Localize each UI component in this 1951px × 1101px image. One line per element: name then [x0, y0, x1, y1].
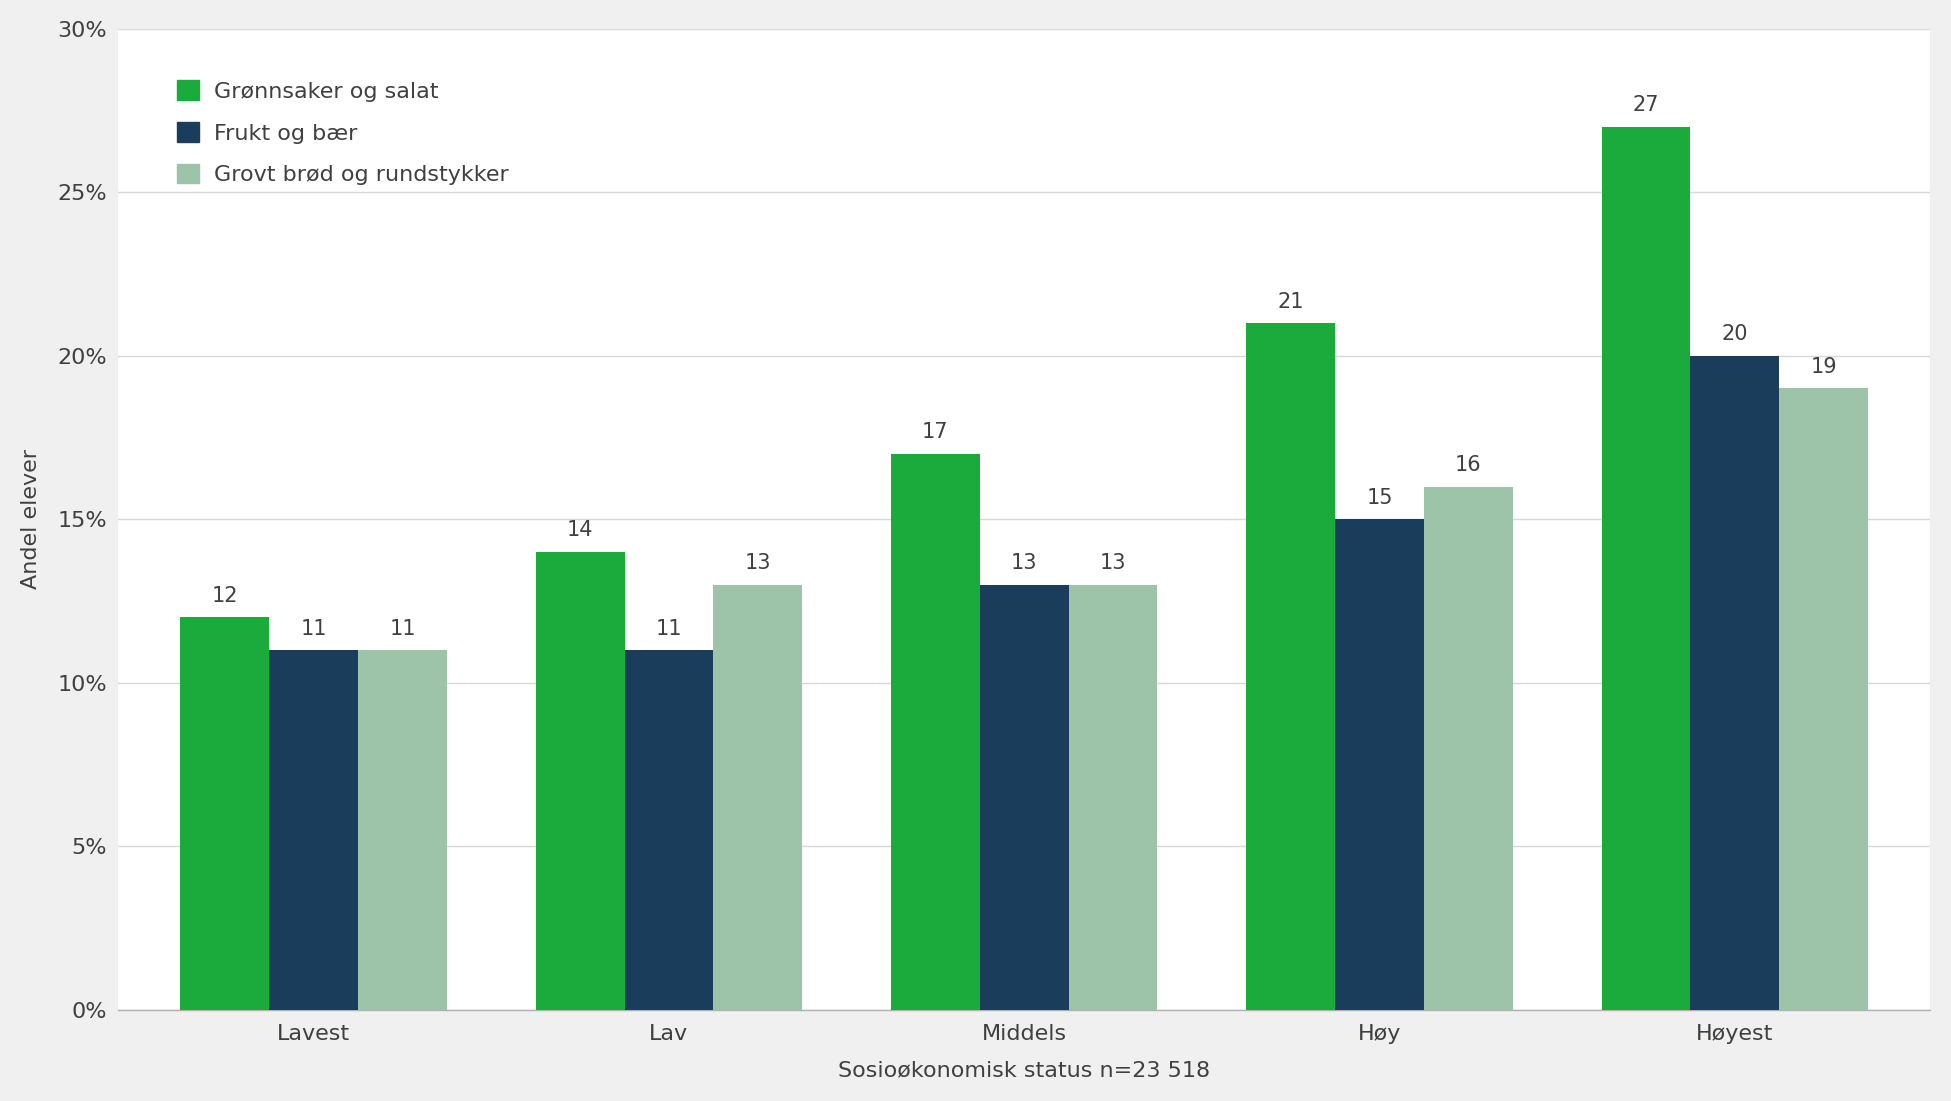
Text: 16: 16 [1455, 455, 1481, 476]
Y-axis label: Andel elever: Andel elever [21, 449, 41, 589]
Text: 13: 13 [745, 553, 771, 574]
Bar [1069, 585, 1157, 1010]
Text: 11: 11 [388, 619, 416, 639]
Bar [359, 650, 447, 1010]
Text: 11: 11 [300, 619, 328, 639]
Text: 13: 13 [1100, 553, 1126, 574]
Bar [1779, 389, 1867, 1010]
X-axis label: Sosioøkonomisk status n=23 518: Sosioøkonomisk status n=23 518 [839, 1060, 1210, 1080]
Text: 15: 15 [1366, 488, 1393, 508]
Bar [714, 585, 802, 1010]
Text: 12: 12 [211, 586, 238, 606]
Bar [1247, 323, 1334, 1010]
Text: 20: 20 [1721, 325, 1748, 345]
Bar [624, 650, 714, 1010]
Bar [892, 454, 979, 1010]
Text: 17: 17 [923, 423, 948, 443]
Text: 11: 11 [656, 619, 683, 639]
Text: 27: 27 [1633, 96, 1658, 116]
Bar [1424, 487, 1512, 1010]
Bar [1690, 356, 1779, 1010]
Text: 21: 21 [1278, 292, 1303, 312]
Bar [179, 618, 269, 1010]
Bar [269, 650, 359, 1010]
Text: 14: 14 [568, 521, 593, 541]
Text: 19: 19 [1811, 357, 1838, 377]
Bar [537, 552, 624, 1010]
Bar [1334, 520, 1424, 1010]
Bar [979, 585, 1069, 1010]
Text: 13: 13 [1011, 553, 1038, 574]
Bar [1602, 127, 1690, 1010]
Legend: Grønnsaker og salat, Frukt og bær, Grovt brød og rundstykker: Grønnsaker og salat, Frukt og bær, Grovt… [166, 69, 521, 196]
